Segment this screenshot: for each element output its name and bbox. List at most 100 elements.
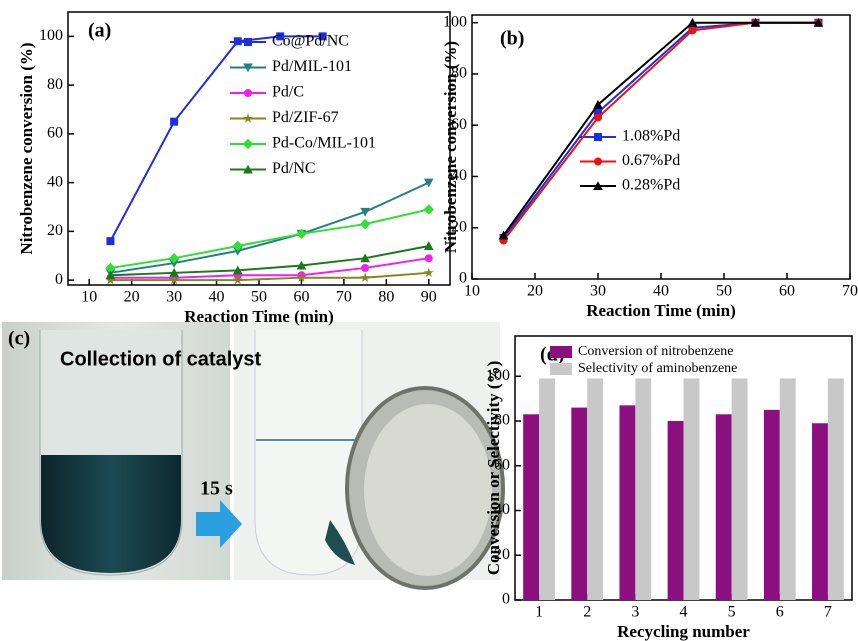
marker [498,230,509,240]
marker [594,113,602,122]
legend-marker [242,138,254,150]
legend-swatch [550,363,572,375]
x-axis-title: Reaction Time (min) [184,307,334,326]
x-tick-label: 10 [81,289,97,306]
x-tick-label: 60 [779,283,795,300]
legend-label: 0.28%Pd [622,177,680,194]
marker [750,17,761,27]
bar [667,421,684,600]
marker [359,218,371,230]
bar [763,409,780,600]
marker [593,99,603,109]
y-tick-label: 0 [55,271,63,288]
legend-label: Conversion of nitrobenzene [578,344,734,359]
bar [539,378,555,600]
x-tick-label: 6 [776,604,784,621]
panel-label: (a) [88,20,111,42]
legend-label: Pd-Co/MIL-101 [272,135,376,152]
marker [423,178,434,188]
panel-label: (c) [8,328,30,350]
plot-frame [471,14,851,280]
series-line [110,257,429,279]
y-tick-label: 60 [494,456,510,473]
x-tick-label: 40 [209,289,225,306]
legend-label: Pd/ZIF-67 [272,109,339,126]
x-tick-label: 3 [631,604,639,621]
y-axis-title: Nitrobenzene conversion (%) [17,42,36,254]
legend-label: 1.08%Pd [622,128,680,145]
photo-panel: (c) Collection of catalyst 15 s [2,322,505,590]
tube-right [254,330,363,576]
marker [105,274,116,285]
x-tick-label: 80 [378,289,394,306]
series-line [110,208,430,269]
marker [169,259,179,268]
legend-label: Co@Pd/NC [272,33,349,50]
marker [276,32,285,41]
series-line [110,181,430,274]
x-tick-label: 2 [583,604,591,621]
bar [587,378,604,600]
marker [360,253,370,263]
y-tick-label: 100 [443,13,467,30]
legend-label: Pd/NC [272,160,316,177]
y-tick-label: 20 [494,546,510,563]
marker [296,272,307,282]
x-tick-label: 70 [336,289,352,306]
y-tick-label: 100 [486,367,510,384]
bar [683,378,700,600]
marker [232,240,243,252]
marker [106,237,115,246]
y-tick-label: 80 [451,65,467,82]
marker [813,17,824,27]
marker [170,117,179,126]
marker [688,26,697,35]
y-axis-title: Nitrobenzene conversion (%) [441,41,460,253]
bar [619,405,636,600]
x-tick-label: 7 [824,604,832,621]
y-tick-label: 40 [451,167,467,184]
bar [827,378,844,600]
x-tick-label: 70 [842,283,858,300]
marker [360,272,371,282]
marker [232,265,243,275]
marker [318,32,327,41]
legend-marker [594,157,602,166]
y-tick-label: 80 [494,412,510,429]
x-tick-label: 10 [464,283,480,300]
legend-marker [594,133,602,141]
y-axis-title: Conversion or Selectivity (%) [484,361,503,576]
y-tick-label: 20 [451,218,467,235]
marker [361,263,370,272]
bar [523,414,540,600]
marker [105,262,116,274]
marker [168,252,180,264]
x-axis-title: Reaction Time (min) [586,301,736,320]
catalyst-liquid [41,455,181,573]
bar [812,423,828,600]
legend-marker [244,89,252,97]
x-tick-label: 5 [728,604,736,621]
arrow [196,500,242,548]
x-tick-label: 4 [680,604,688,621]
x-tick-label: 60 [293,289,309,306]
legend-marker [593,181,603,190]
bar [635,378,652,600]
x-tick-label: 20 [527,283,543,300]
y-tick-label: 80 [47,76,63,93]
legend-swatch [550,346,572,358]
x-axis-title: Recycling number [617,622,750,641]
marker [424,254,433,263]
panel-label: (b) [500,28,524,50]
marker [169,274,180,285]
y-tick-label: 40 [494,501,510,518]
marker [296,260,307,270]
y-tick-label: 100 [39,27,63,44]
series-line [110,245,429,277]
y-tick-label: 0 [502,591,510,608]
legend-marker [243,164,253,174]
bar [571,407,588,600]
legend-marker [243,113,253,123]
x-tick-label: 30 [590,283,606,300]
